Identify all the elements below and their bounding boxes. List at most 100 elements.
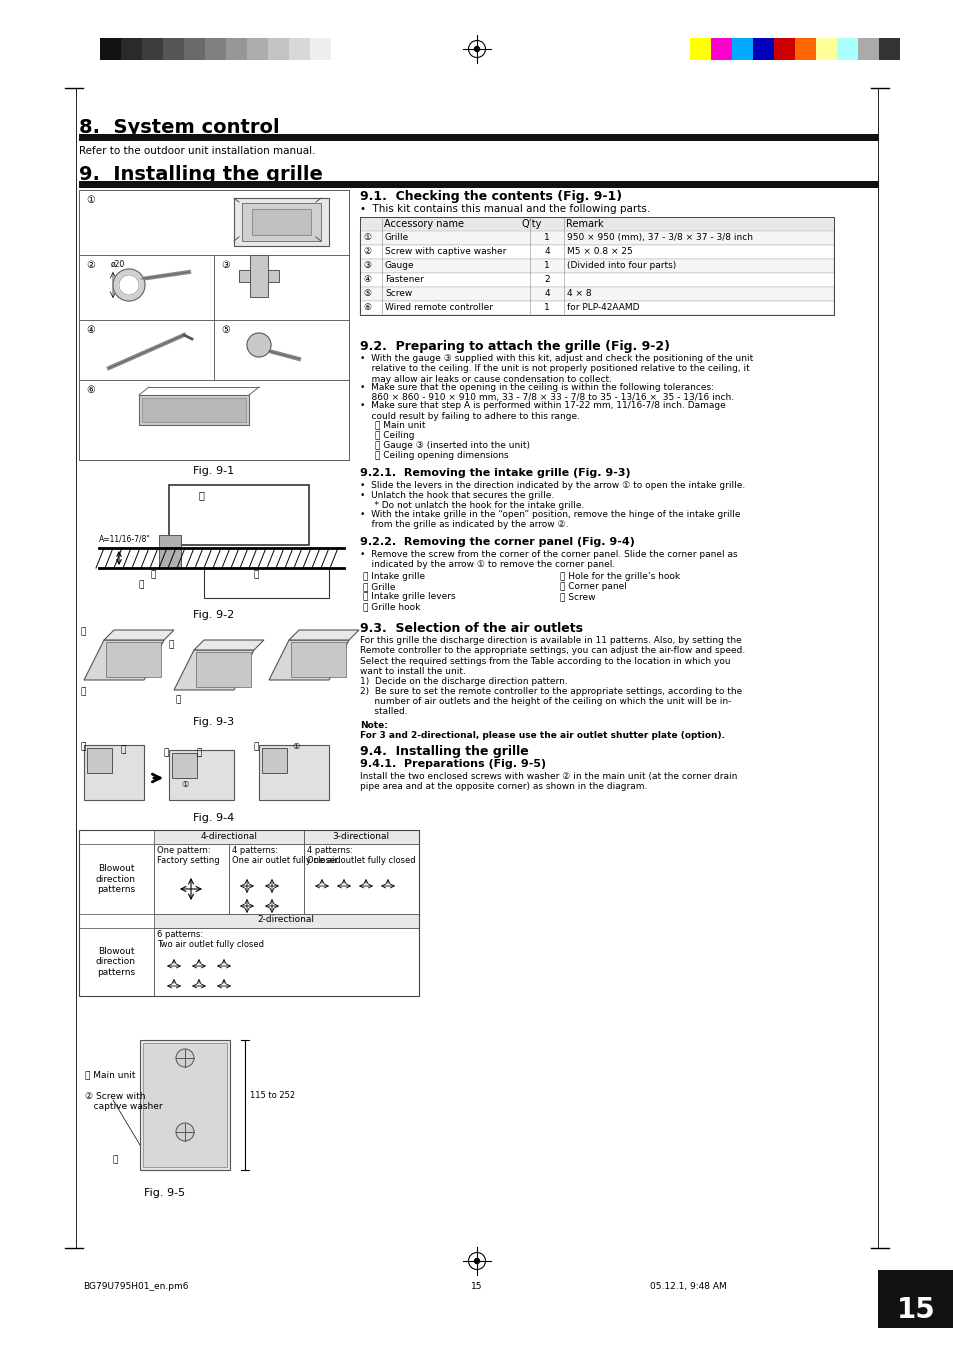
Bar bbox=[291, 642, 346, 677]
Text: Fig. 9-1: Fig. 9-1 bbox=[193, 466, 234, 476]
Text: Ⓔ: Ⓔ bbox=[169, 640, 174, 648]
Text: 9.4.  Installing the grille: 9.4. Installing the grille bbox=[359, 744, 528, 758]
Text: •  With the gauge ③ supplied with this kit, adjust and check the positioning of : • With the gauge ③ supplied with this ki… bbox=[359, 354, 753, 384]
Bar bbox=[79, 928, 153, 996]
Text: 9.2.  Preparing to attach the grille (Fig. 9-2): 9.2. Preparing to attach the grille (Fig… bbox=[359, 340, 669, 353]
Text: •  Remove the screw from the corner of the corner panel. Slide the corner panel : • Remove the screw from the corner of th… bbox=[359, 550, 737, 569]
Circle shape bbox=[474, 46, 479, 51]
Text: ④: ④ bbox=[363, 276, 371, 284]
Bar bbox=[226, 38, 247, 59]
Text: ①: ① bbox=[86, 195, 94, 205]
Circle shape bbox=[175, 1123, 193, 1142]
Text: ②: ② bbox=[363, 247, 371, 255]
Text: Grille: Grille bbox=[385, 232, 409, 242]
Text: (Divided into four parts): (Divided into four parts) bbox=[566, 261, 676, 270]
Text: ①: ① bbox=[363, 232, 371, 242]
Text: Ⓑ: Ⓑ bbox=[157, 630, 162, 639]
Bar bbox=[153, 844, 229, 915]
Bar bbox=[163, 38, 184, 59]
Text: 05.12.1, 9:48 AM: 05.12.1, 9:48 AM bbox=[649, 1282, 726, 1292]
Text: 8.  System control: 8. System control bbox=[79, 118, 279, 136]
Text: Fastener: Fastener bbox=[385, 276, 423, 284]
Bar bbox=[79, 134, 878, 141]
Text: Ⓕ: Ⓕ bbox=[81, 742, 87, 751]
Bar bbox=[169, 750, 233, 800]
Bar bbox=[142, 38, 163, 59]
Bar bbox=[184, 38, 205, 59]
Text: 15: 15 bbox=[896, 1296, 934, 1324]
Bar bbox=[304, 844, 418, 915]
Text: 4 × 8: 4 × 8 bbox=[566, 289, 591, 299]
Bar bbox=[79, 255, 213, 320]
Bar bbox=[268, 38, 289, 59]
Text: ⑤: ⑤ bbox=[363, 289, 371, 299]
Bar bbox=[169, 485, 309, 544]
Text: ①: ① bbox=[292, 742, 299, 751]
Bar bbox=[121, 38, 142, 59]
Bar bbox=[836, 38, 857, 59]
Bar bbox=[213, 320, 349, 380]
Bar bbox=[195, 653, 251, 688]
Text: 6 patterns:
Two air outlet fully closed: 6 patterns: Two air outlet fully closed bbox=[157, 929, 264, 950]
Bar bbox=[815, 38, 836, 59]
Text: 950 × 950 (mm), 37 - 3/8 × 37 - 3/8 inch: 950 × 950 (mm), 37 - 3/8 × 37 - 3/8 inch bbox=[566, 232, 752, 242]
Text: 4 patterns:
One air outlet fully closed: 4 patterns: One air outlet fully closed bbox=[232, 846, 340, 866]
Bar bbox=[79, 380, 349, 459]
Bar bbox=[242, 203, 320, 240]
Text: Fig. 9-4: Fig. 9-4 bbox=[193, 813, 234, 823]
Text: BG79U795H01_en.pm6: BG79U795H01_en.pm6 bbox=[83, 1282, 189, 1292]
Bar bbox=[79, 320, 213, 380]
Bar bbox=[359, 259, 833, 273]
Text: Remark: Remark bbox=[565, 219, 603, 230]
Text: Ⓐ Main unit: Ⓐ Main unit bbox=[375, 420, 425, 430]
Bar bbox=[79, 190, 349, 255]
Text: ⑤: ⑤ bbox=[221, 326, 230, 335]
Text: Q’ty: Q’ty bbox=[521, 219, 541, 230]
Text: Ⓕ Hole for the grille’s hook: Ⓕ Hole for the grille’s hook bbox=[559, 571, 679, 581]
Text: 1: 1 bbox=[543, 232, 549, 242]
Text: 2)  Be sure to set the remote controller to the appropriate settings, according : 2) Be sure to set the remote controller … bbox=[359, 686, 741, 716]
Bar bbox=[731, 38, 752, 59]
Text: Ⓖ: Ⓖ bbox=[121, 744, 126, 754]
Text: ③: ③ bbox=[363, 261, 371, 270]
Text: Accessory name: Accessory name bbox=[384, 219, 463, 230]
Text: Ⓒ Intake grille levers: Ⓒ Intake grille levers bbox=[363, 592, 456, 601]
Text: Gauge: Gauge bbox=[385, 261, 415, 270]
Circle shape bbox=[112, 269, 145, 301]
Circle shape bbox=[474, 1259, 479, 1263]
Bar bbox=[710, 38, 731, 59]
Bar bbox=[359, 301, 833, 315]
Text: 4: 4 bbox=[543, 247, 549, 255]
Text: Ⓓ: Ⓓ bbox=[175, 694, 181, 704]
Text: ③: ③ bbox=[221, 259, 230, 270]
Bar bbox=[359, 273, 833, 286]
Text: 9.  Installing the grille: 9. Installing the grille bbox=[79, 165, 322, 184]
Text: Ⓐ: Ⓐ bbox=[199, 490, 205, 500]
Text: ø20: ø20 bbox=[111, 259, 125, 269]
Text: ② Screw with
   captive washer: ② Screw with captive washer bbox=[85, 1092, 162, 1112]
Bar bbox=[142, 399, 246, 422]
Text: 3-directional: 3-directional bbox=[332, 832, 389, 842]
Bar bbox=[79, 181, 878, 188]
Bar bbox=[262, 748, 287, 773]
Text: 15: 15 bbox=[471, 1282, 482, 1292]
Text: Note:
For 3 and 2-directional, please use the air outlet shutter plate (option).: Note: For 3 and 2-directional, please us… bbox=[359, 721, 724, 740]
Text: Ⓓ Grille hook: Ⓓ Grille hook bbox=[363, 603, 420, 611]
Bar bbox=[239, 270, 278, 282]
Text: Screw: Screw bbox=[385, 289, 412, 299]
Text: A=11/16-7/8": A=11/16-7/8" bbox=[99, 535, 151, 544]
Bar bbox=[79, 190, 349, 459]
Text: Fig. 9-5: Fig. 9-5 bbox=[144, 1188, 186, 1198]
Text: Fig. 9-2: Fig. 9-2 bbox=[193, 611, 234, 620]
Bar bbox=[359, 231, 833, 245]
Bar bbox=[100, 38, 121, 59]
Text: Ⓐ Main unit: Ⓐ Main unit bbox=[85, 1070, 135, 1079]
Text: •  With the intake grille in the “open” position, remove the hinge of the intake: • With the intake grille in the “open” p… bbox=[359, 509, 740, 530]
Text: ①: ① bbox=[181, 780, 189, 789]
Text: 9.4.1.  Preparations (Fig. 9-5): 9.4.1. Preparations (Fig. 9-5) bbox=[359, 759, 545, 769]
Text: 4: 4 bbox=[543, 289, 549, 299]
Bar bbox=[878, 38, 899, 59]
Text: ④: ④ bbox=[86, 326, 94, 335]
Bar bbox=[106, 642, 161, 677]
Polygon shape bbox=[269, 640, 349, 680]
